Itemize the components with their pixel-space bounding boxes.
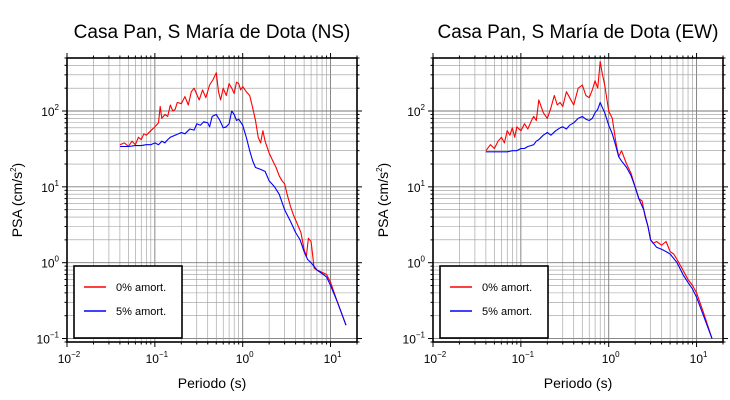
x-axis-label: Periodo (s)	[544, 375, 612, 391]
legend-label: 5% amort.	[116, 306, 166, 318]
x-axis-label: Periodo (s)	[178, 375, 246, 391]
series-line-red	[485, 60, 713, 339]
legend: 0% amort. 5% amort.	[73, 265, 183, 339]
x-tick-label: 10−1	[512, 350, 535, 366]
y-tick-label: 10−1	[37, 331, 60, 347]
grid	[433, 58, 723, 342]
x-tick-label: 10−1	[146, 350, 169, 366]
legend: 0% amort. 5% amort.	[439, 265, 549, 339]
legend-label: 0% amort.	[116, 282, 166, 294]
y-axis-label: PSA (cm/s2)	[375, 163, 391, 237]
x-tick-label: 10−2	[58, 350, 81, 366]
y-tick-label: 101	[41, 179, 59, 195]
y-tick-label: 100	[407, 255, 425, 271]
series-line-blue	[485, 101, 713, 339]
x-tick-label: 100	[602, 350, 620, 366]
chart-panel-ns: 10−2 10−1 100 101 10−1 100 101 102 Casa Pan, S M…	[9, 22, 362, 391]
legend-box	[439, 265, 549, 339]
plot-frame	[66, 57, 358, 343]
series-line-blue	[119, 110, 347, 326]
chart-title: Casa Pan, S María de Dota (NS)	[74, 22, 351, 43]
y-tick-label: 10−1	[403, 331, 426, 347]
y-axis-label: PSA (cm/s2)	[9, 163, 25, 237]
legend-box	[73, 265, 183, 339]
series-line-red	[119, 72, 347, 326]
x-tick-label: 101	[324, 350, 342, 366]
y-tick-label: 100	[41, 255, 59, 271]
plot-frame	[432, 57, 724, 343]
legend-label: 5% amort.	[482, 306, 532, 318]
legend-label: 0% amort.	[482, 282, 532, 294]
y-tick-label: 102	[407, 103, 425, 119]
x-tick-label: 101	[690, 350, 708, 366]
x-tick-label: 100	[236, 350, 254, 366]
x-tick-label: 10−2	[424, 350, 447, 366]
y-tick-label: 101	[407, 179, 425, 195]
y-tick-label: 102	[41, 103, 59, 119]
chart-title: Casa Pan, S María de Dota (EW)	[438, 22, 719, 43]
chart-panel-ew: 10−2 10−1 100 101 10−1 100 101 102 Casa Pan, S M…	[375, 22, 728, 391]
